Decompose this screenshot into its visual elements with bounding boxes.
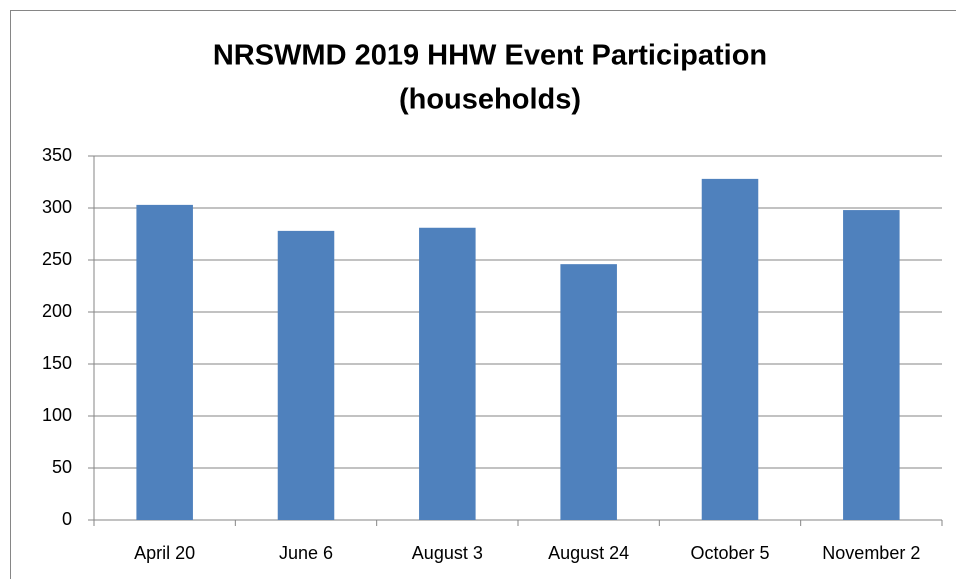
bar <box>701 178 759 520</box>
y-tick-label: 50 <box>52 457 72 477</box>
x-tick-label: October 5 <box>690 543 769 563</box>
x-tick-label: August 3 <box>412 543 483 563</box>
y-tick-label: 200 <box>42 301 72 321</box>
bar <box>843 210 900 520</box>
x-tick-label: November 2 <box>822 543 920 563</box>
y-tick-label: 250 <box>42 249 72 269</box>
bar <box>136 204 193 520</box>
y-tick-label: 350 <box>42 145 72 165</box>
y-tick-label: 150 <box>42 353 72 373</box>
x-tick-label: June 6 <box>279 543 333 563</box>
x-tick-label: August 24 <box>548 543 629 563</box>
bar <box>277 230 335 520</box>
y-tick-label: 300 <box>42 197 72 217</box>
chart-title: (households) <box>399 84 581 116</box>
x-tick-label: April 20 <box>134 543 195 563</box>
y-tick-label: 0 <box>62 509 72 529</box>
bar <box>560 264 617 520</box>
bar <box>419 227 476 520</box>
chart-title: NRSWMD 2019 HHW Event Participation <box>213 40 767 72</box>
y-tick-label: 100 <box>42 405 72 425</box>
